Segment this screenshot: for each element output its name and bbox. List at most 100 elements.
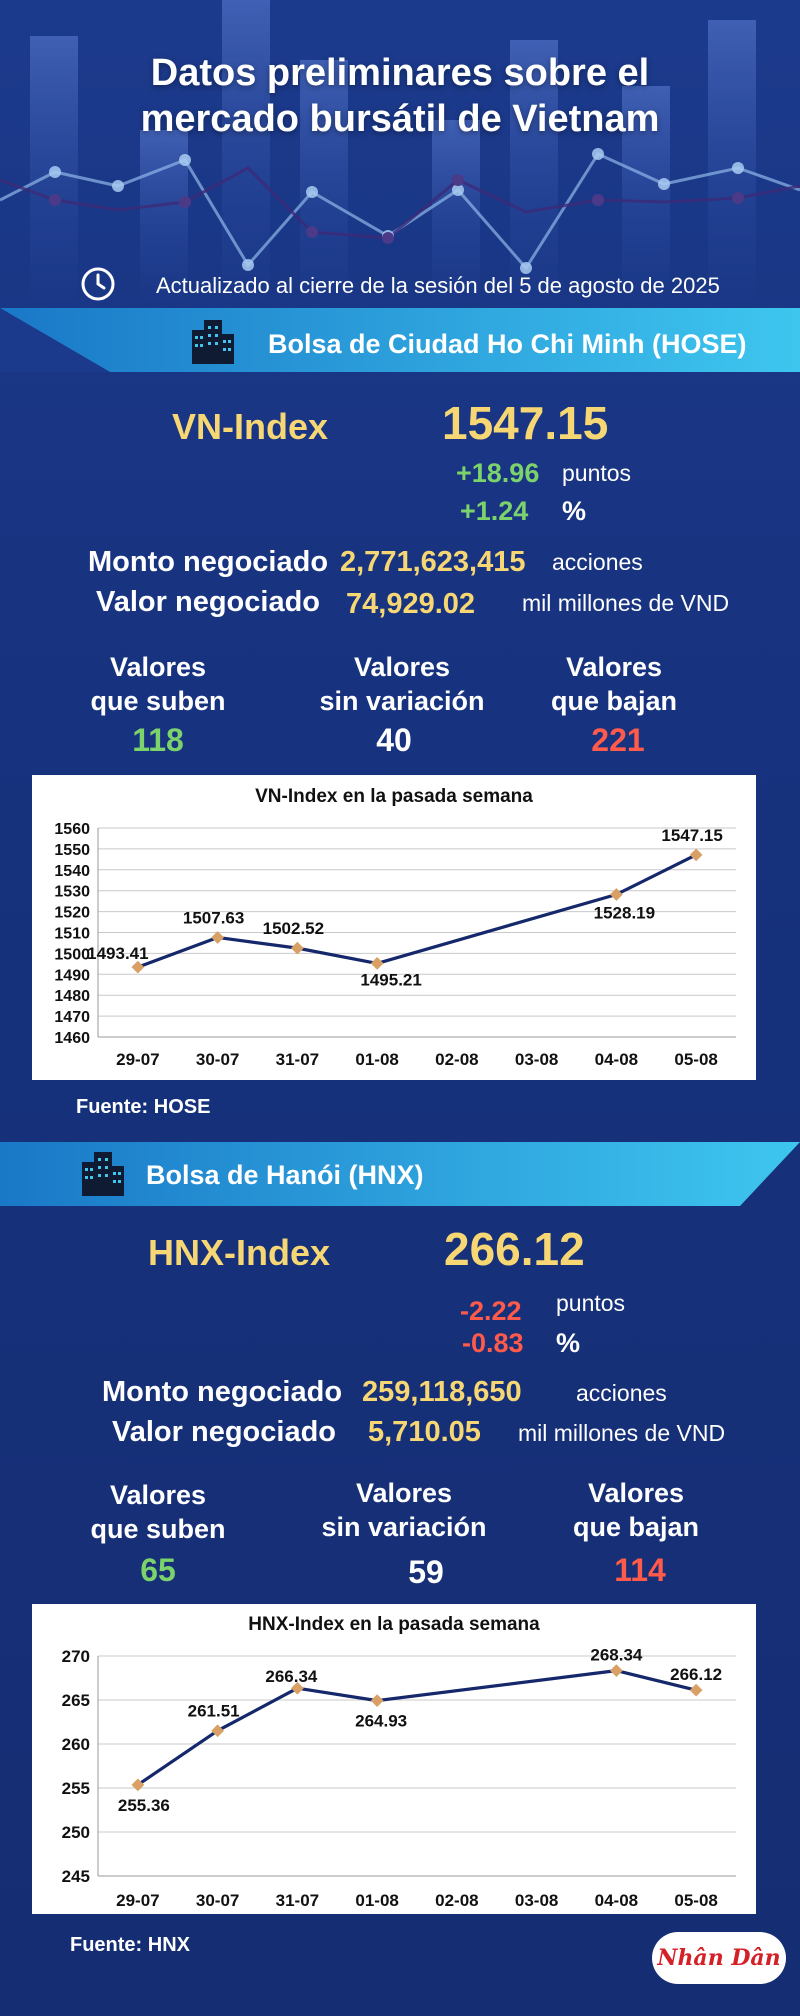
hose-volume-unit: acciones [552,549,643,575]
hose-source: Fuente: HOSE [76,1096,211,1118]
y-tick-label: 250 [62,1823,90,1842]
data-label: 264.93 [355,1712,407,1731]
hnx-index-chart: HNX-Index en la pasada semana 245 250 255 26… [32,1604,756,1914]
y-tick-label: 270 [62,1647,90,1666]
hnx-index-name: HNX-Index [148,1232,331,1273]
data-point [689,848,703,862]
hose-pct-label: % [562,496,587,526]
y-tick-label: 1460 [54,1030,90,1047]
hnx-banner-bar [0,1142,800,1206]
chart-title: VN-Index en la pasada semana [255,786,533,807]
y-tick-label: 260 [62,1735,90,1754]
x-tick-label: 05-08 [674,1050,717,1069]
hnx-flat-label-2: sin variación [321,1512,487,1542]
data-label: 1502.52 [263,919,324,938]
hose-volume-value: 2,771,623,415 [340,546,526,578]
hose-value-value: 74,929.02 [346,588,476,620]
hose-points-label: puntos [562,460,632,486]
hose-flat-label-2: sin variación [319,686,485,716]
data-point [370,957,384,970]
hnx-up-count: 65 [140,1552,176,1588]
data-point [211,1724,224,1738]
data-point [370,1694,384,1707]
hnx-down-label-2: que bajan [572,1512,700,1542]
hose-up-label-1: Valores [109,652,207,682]
y-tick-label: 1540 [54,863,90,880]
hnx-value-unit: mil millones de VND [518,1420,726,1446]
data-point [689,1683,703,1697]
hnx-up-label-2: que suben [90,1514,226,1544]
hnx-up-label-1: Valores [109,1480,207,1510]
x-tick-label: 01-08 [355,1050,398,1069]
hnx-volume-value: 259,118,650 [362,1376,522,1408]
x-tick-label: 02-08 [435,1891,478,1910]
logo-text: Nhân Dân [657,1945,781,1971]
hnx-pct-label: % [556,1328,581,1358]
hnx-source: Fuente: HNX [70,1934,190,1956]
x-tick-label: 03-08 [515,1050,558,1069]
hnx-change-pct: -0.83 [462,1328,524,1358]
data-point [291,941,304,955]
data-label: 268.34 [590,1646,643,1665]
x-tick-label: 29-07 [116,1891,159,1910]
data-point [610,888,623,901]
x-tick-label: 01-08 [355,1891,398,1910]
data-label: 1547.15 [661,826,722,845]
y-tick-label: 245 [62,1867,90,1886]
y-tick-label: 265 [62,1691,90,1710]
x-tick-label: 02-08 [435,1050,478,1069]
hose-building-icon [192,320,234,364]
data-label: 1507.63 [183,908,244,927]
data-label: 266.34 [265,1667,318,1686]
hnx-banner-title: Bolsa de Hanói (HNX) [146,1160,424,1190]
data-point [610,1664,623,1677]
y-tick-label: 1520 [54,905,90,922]
series-line [136,1669,697,1787]
hnx-index-value: 266.12 [444,1223,585,1275]
y-tick-label: 1510 [54,926,90,943]
data-label: 1528.19 [594,903,655,922]
x-tick-label: 05-08 [674,1891,717,1910]
hose-flat-label-1: Valores [353,652,451,682]
hose-down-label-1: Valores [565,652,663,682]
data-label: 1493.41 [87,944,148,963]
hose-value-unit: mil millones de VND [522,590,730,616]
hose-value-label: Valor negociado [96,586,320,618]
x-tick-label: 03-08 [515,1891,558,1910]
data-label: 1495.21 [360,970,421,989]
page-title-line-2: mercado bursátil de Vietnam [140,98,660,140]
x-tick-label: 31-07 [276,1891,319,1910]
header-background [0,0,800,300]
hnx-flat-label-1: Valores [355,1478,453,1508]
hose-index-value: 1547.15 [442,397,609,449]
clock-icon [81,267,115,301]
hnx-down-label-1: Valores [587,1478,685,1508]
hnx-points-label: puntos [556,1290,626,1316]
data-point [211,931,224,944]
x-tick-label: 04-08 [595,1050,638,1069]
y-tick-label: 1490 [54,967,90,984]
hnx-down-count: 114 [614,1552,666,1588]
y-tick-label: 1550 [54,842,90,859]
hose-change-points: +18.96 [456,458,540,488]
hose-index-name: VN-Index [172,406,329,447]
x-tick-label: 30-07 [196,1891,239,1910]
hose-down-count: 221 [591,722,645,758]
y-tick-label: 1500 [54,946,90,963]
hnx-change-points: -2.22 [460,1296,522,1326]
hose-up-count: 118 [132,722,184,758]
data-label: 255.36 [118,1796,170,1815]
y-tick-label: 1470 [54,1009,90,1026]
hnx-volume-unit: acciones [576,1380,667,1406]
hnx-value-value: 5,710.05 [368,1416,481,1448]
chart-title: HNX-Index en la pasada semana [248,1614,540,1635]
x-tick-label: 30-07 [196,1050,239,1069]
nhan-dan-logo: Nhân Dân [652,1932,786,1984]
series-line [137,853,697,969]
hnx-volume-label: Monto negociado [102,1376,343,1408]
hose-volume-label: Monto negociado [88,546,329,578]
hose-change-pct: +1.24 [460,496,529,526]
y-tick-label: 255 [62,1779,90,1798]
x-tick-label: 29-07 [116,1050,159,1069]
x-tick-label: 04-08 [595,1891,638,1910]
